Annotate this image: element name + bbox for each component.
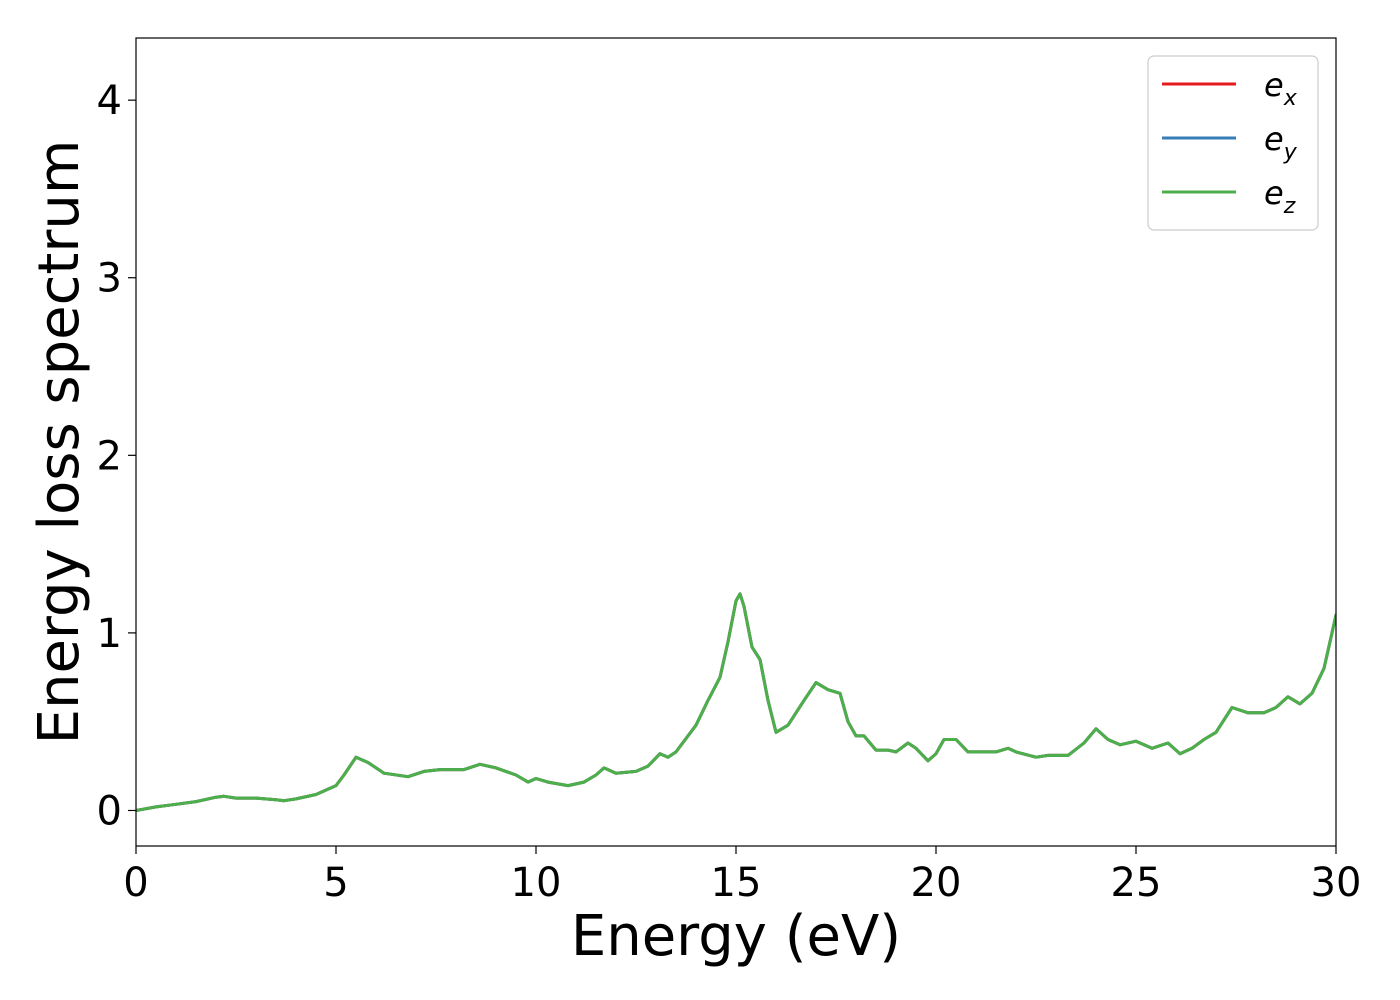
legend-box [1147,55,1319,231]
y-tick-label: 0 [97,788,122,834]
y-tick-label: 1 [97,611,122,657]
y-tick-label: 3 [97,256,122,302]
x-tick-label: 0 [123,860,148,906]
x-tick-label: 15 [711,860,762,906]
legend-label-e_y: ey [1264,120,1298,165]
series-line-e_y [136,592,1336,812]
x-axis-ticks: 0 5 10 15 20 25 30 [123,846,1361,906]
y-tick-label: 4 [97,78,122,124]
x-tick-label: 30 [1311,860,1362,906]
x-tick-label: 25 [1111,860,1162,906]
y-tick-label: 2 [97,433,122,479]
x-tick-label: 10 [511,860,562,906]
x-tick-label: 20 [911,860,962,906]
legend-label-e_x: ex [1264,66,1298,111]
y-axis-label: Energy loss spectrum [27,140,92,745]
legend: ex ey ez [1147,55,1319,231]
series-layer [136,592,1336,812]
x-tick-label: 5 [323,860,348,906]
y-axis-ticks: 0 1 2 3 4 [97,78,136,834]
series-line-e_z [136,592,1336,812]
x-axis-label: Energy (eV) [571,904,901,969]
series-line-e_x [136,592,1336,812]
legend-label-e_z: ez [1264,174,1296,219]
